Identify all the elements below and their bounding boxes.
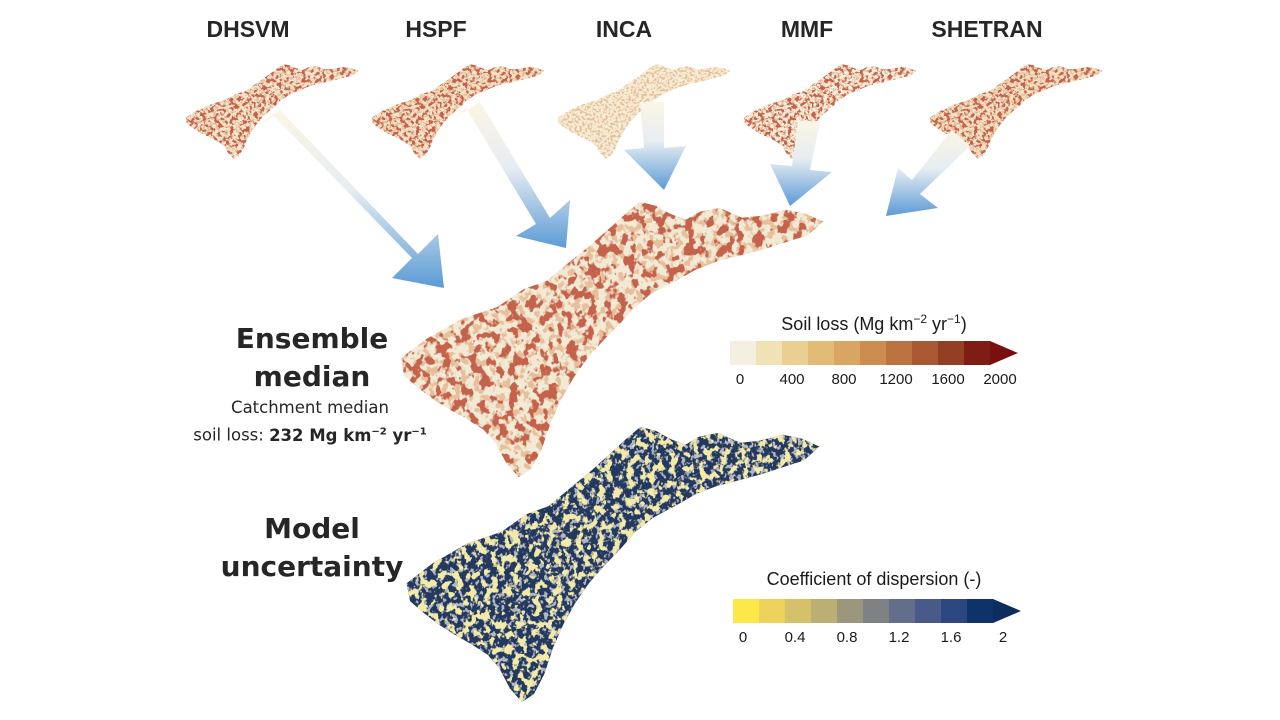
soil-title-end: ) bbox=[960, 314, 967, 334]
dispersion-tick-label: 1.6 bbox=[940, 629, 962, 646]
dispersion-segment-1 bbox=[759, 599, 786, 623]
soil-loss-tick-label: 2000 bbox=[983, 371, 1017, 388]
soil-loss-extend-arrow bbox=[990, 341, 1018, 365]
soil-title-main: Soil loss (Mg km bbox=[781, 314, 914, 334]
soil-loss-segment-3 bbox=[808, 341, 835, 365]
dispersion-segment-4 bbox=[837, 599, 864, 623]
dispersion-segment-0 bbox=[733, 599, 760, 623]
dispersion-tick-label: 0.4 bbox=[784, 629, 806, 646]
dispersion-extend-arrow bbox=[993, 599, 1021, 623]
ensemble-median-map bbox=[400, 201, 824, 478]
soil-loss-colorbar-title: Soil loss (Mg km−2 yr−1) bbox=[714, 312, 1034, 335]
soil-loss-segment-7 bbox=[912, 341, 939, 365]
model-title-dhsvm: DHSVM bbox=[206, 16, 290, 42]
model-title-hspf: HSPF bbox=[405, 16, 467, 42]
caption-exp-km: −2 bbox=[371, 426, 387, 437]
soil-loss-segment-5 bbox=[860, 341, 887, 365]
uncertainty-title-line2: uncertainty bbox=[220, 550, 404, 583]
model-map-mmf bbox=[743, 64, 917, 159]
soil-loss-segment-8 bbox=[938, 341, 965, 365]
arrow-mmf bbox=[770, 120, 832, 206]
soil-loss-segment-4 bbox=[834, 341, 861, 365]
soil-loss-segment-9 bbox=[964, 341, 991, 365]
ensemble-title-line1: Ensemble bbox=[235, 322, 389, 355]
uncertainty-title-line1: Model bbox=[264, 512, 360, 545]
dispersion-segment-7 bbox=[915, 599, 942, 623]
soil-loss-segment-2 bbox=[782, 341, 809, 365]
soil-loss-segment-0 bbox=[730, 341, 757, 365]
arrow-shetran bbox=[886, 130, 970, 216]
arrow-dhsvm bbox=[252, 110, 444, 288]
dispersion-tick-label: 0 bbox=[738, 629, 748, 646]
dispersion-tick-label: 1.2 bbox=[888, 629, 910, 646]
model-map-dhsvm bbox=[185, 64, 359, 159]
model-title-shetran: SHETRAN bbox=[931, 16, 1043, 42]
soil-loss-tick-label: 1600 bbox=[931, 371, 965, 388]
model-map-hspf bbox=[371, 64, 545, 159]
dispersion-colorbar-title: Coefficient of dispersion (-) bbox=[766, 569, 982, 589]
ensemble-median-title: Ensemble median bbox=[200, 320, 424, 396]
soil-loss-tick-label: 0 bbox=[735, 371, 745, 388]
model-title-inca: INCA bbox=[595, 16, 653, 42]
dispersion-tick-label: 0.8 bbox=[836, 629, 858, 646]
dispersion-colorbar bbox=[733, 599, 1021, 623]
ensemble-caption-line2: soil loss: 232 Mg km−2 yr−1 bbox=[180, 420, 440, 448]
soil-loss-segment-6 bbox=[886, 341, 913, 365]
caption-prefix: soil loss: bbox=[193, 425, 270, 445]
dispersion-segment-9 bbox=[967, 599, 994, 623]
soil-loss-tick-label: 800 bbox=[831, 371, 857, 388]
soil-loss-colorbar bbox=[730, 341, 1018, 365]
soil-title-exp-yr: −1 bbox=[947, 312, 961, 326]
soil-loss-segment-1 bbox=[756, 341, 783, 365]
dispersion-segment-5 bbox=[863, 599, 890, 623]
soil-title-exp-km: −2 bbox=[913, 312, 928, 326]
ensemble-caption-line1: Catchment median bbox=[231, 398, 389, 417]
soil-loss-tick-label: 400 bbox=[779, 371, 805, 388]
soil-title-mid: yr bbox=[927, 314, 948, 334]
dispersion-segment-3 bbox=[811, 599, 838, 623]
soil-loss-tick-label: 1200 bbox=[879, 371, 913, 388]
dispersion-segment-8 bbox=[941, 599, 968, 623]
caption-value: 232 Mg km bbox=[269, 425, 372, 445]
caption-exp-yr: −1 bbox=[411, 426, 427, 437]
model-uncertainty-map bbox=[406, 426, 820, 703]
arrow-hspf bbox=[454, 102, 570, 248]
dispersion-segment-2 bbox=[785, 599, 812, 623]
model-uncertainty-title: Model uncertainty bbox=[200, 510, 424, 586]
arrow-inca bbox=[624, 102, 686, 190]
caption-unit-yr: yr bbox=[386, 425, 412, 445]
ensemble-title-line2: median bbox=[253, 360, 371, 393]
dispersion-segment-6 bbox=[889, 599, 916, 623]
model-title-mmf: MMF bbox=[780, 16, 834, 42]
ensemble-caption: Catchment median soil loss: 232 Mg km−2 … bbox=[180, 396, 440, 448]
dispersion-tick-label: 2 bbox=[998, 629, 1008, 646]
